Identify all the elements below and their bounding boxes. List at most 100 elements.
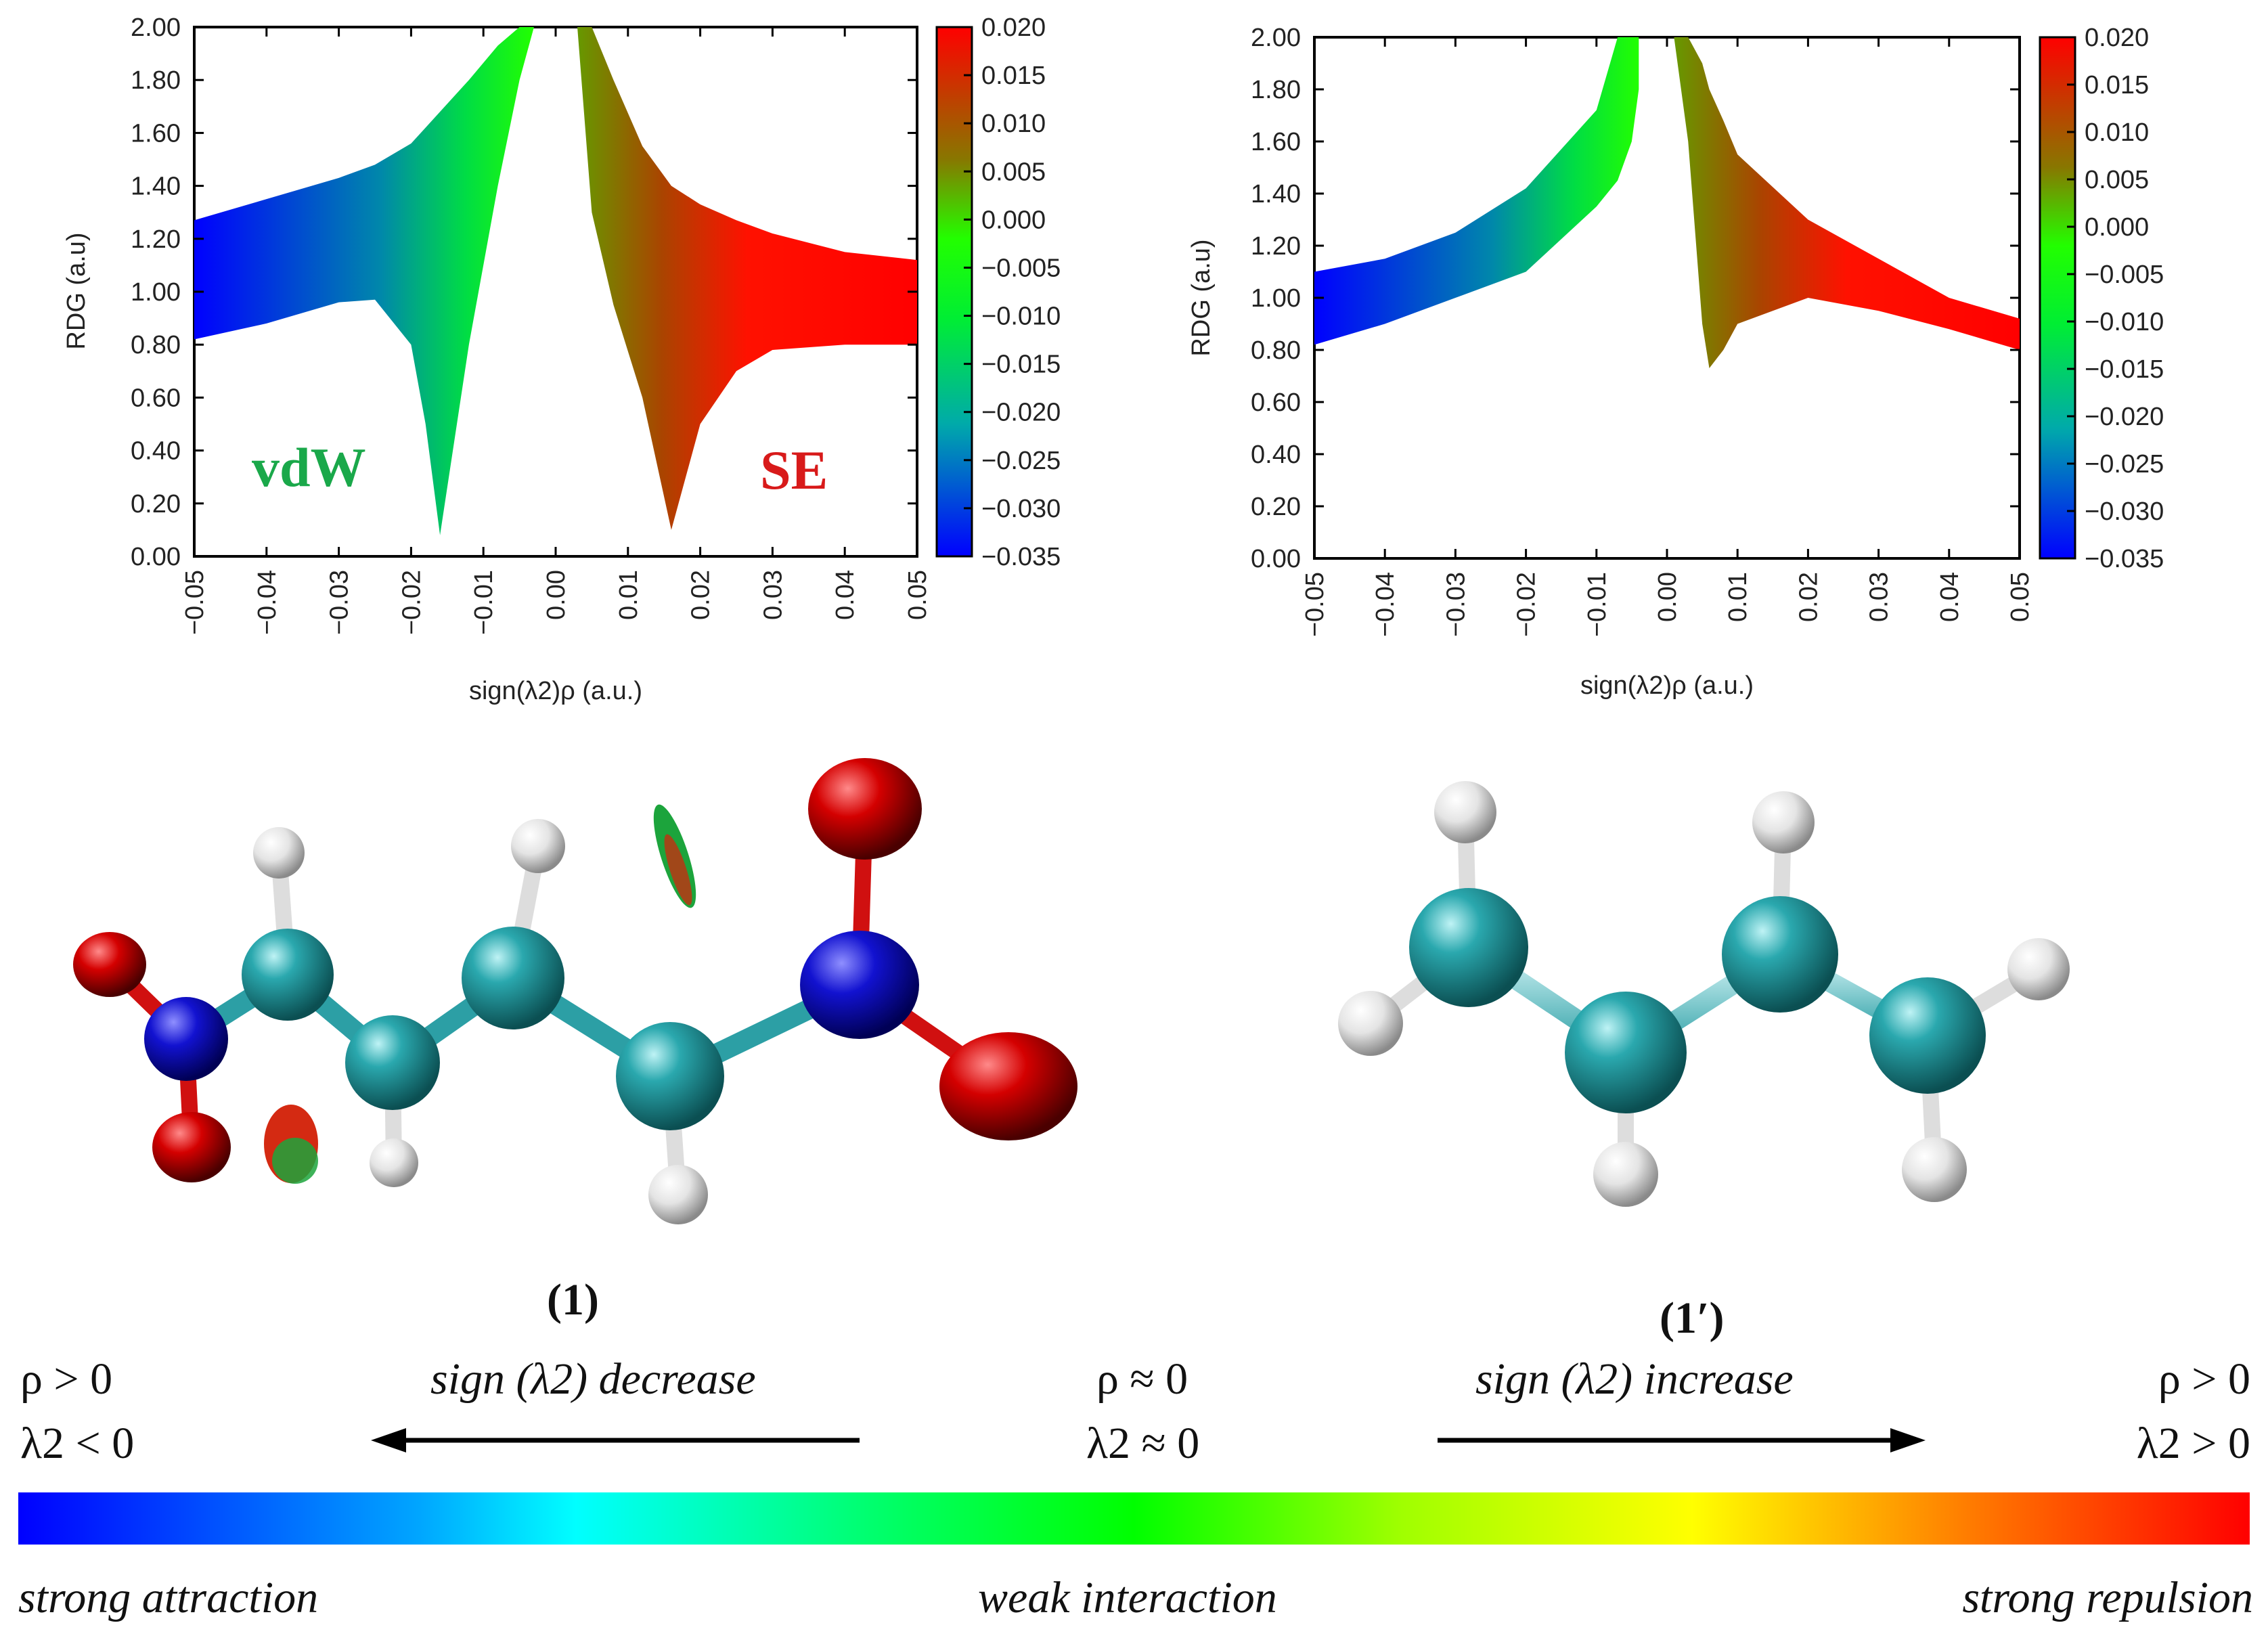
x-ticks: −0.05 −0.04 −0.03 −0.02 −0.01 0.00 0.01 0.02 0.0… bbox=[1301, 37, 2034, 637]
colorbar-tick-label: 0.010 bbox=[2085, 118, 2149, 147]
scatter-points bbox=[194, 27, 917, 535]
x-ticks: −0.05 −0.04 −0.03 −0.02 −0.01 0.00 0.01 0.02 0.0… bbox=[181, 27, 932, 635]
colorbar-tick-label: −0.010 bbox=[2085, 308, 2164, 336]
nitrogen-atom bbox=[144, 997, 228, 1081]
hydrogen-atom bbox=[1902, 1137, 1967, 1202]
colorbar-tick-label: −0.030 bbox=[2085, 497, 2164, 526]
y-tick-label: 0.80 bbox=[1251, 336, 1301, 365]
nitrogen-atom bbox=[800, 931, 919, 1039]
scatter-band-positive bbox=[1674, 37, 2020, 368]
right-condition-rho: ρ > 0 bbox=[2158, 1354, 2250, 1404]
x-tick-label: 0.04 bbox=[831, 570, 860, 620]
y-axis-label: RDG (a.u) bbox=[62, 232, 91, 349]
scatter-band-negative bbox=[1314, 37, 1639, 345]
y-tick-label: 1.40 bbox=[1251, 180, 1301, 208]
x-tick-label: 0.02 bbox=[1794, 572, 1823, 622]
colorbar bbox=[2039, 36, 2076, 560]
hydrogen-atom bbox=[511, 819, 565, 873]
hydrogen-atom bbox=[1434, 781, 1496, 843]
colorbar-tick-label: 0.000 bbox=[981, 206, 1046, 234]
x-tick-label: 0.04 bbox=[1936, 572, 1964, 622]
x-tick-label: 0.00 bbox=[542, 570, 571, 620]
colorbar-tick-label: −0.025 bbox=[981, 447, 1061, 475]
y-axis-label: RDG (a.u) bbox=[1187, 239, 1216, 356]
molecule-label-1-prime: (1′) bbox=[1660, 1293, 1725, 1343]
x-tick-label: 0.05 bbox=[904, 570, 932, 620]
se-annotation: SE bbox=[760, 439, 828, 501]
scatter-points bbox=[1314, 37, 2020, 368]
hydrogen-atom bbox=[1338, 991, 1403, 1056]
y-tick-label: 2.00 bbox=[131, 14, 181, 42]
mid-condition-lambda: λ2 ≈ 0 bbox=[1086, 1419, 1200, 1468]
increase-label: sign (λ2) increase bbox=[1475, 1354, 1794, 1404]
colorbar-tick-label: −0.020 bbox=[981, 399, 1061, 427]
colorbar-tick-label: −0.010 bbox=[981, 303, 1061, 331]
hydrogen-atom bbox=[253, 827, 305, 879]
molecule-label-1: (1) bbox=[547, 1275, 599, 1325]
scatter-band-positive bbox=[577, 27, 917, 530]
nci-isosurface bbox=[664, 834, 692, 906]
carbon-atom bbox=[616, 1022, 724, 1130]
decrease-arrow bbox=[371, 1428, 860, 1452]
colorbar-tick-label: −0.015 bbox=[981, 351, 1061, 379]
oxygen-atom bbox=[152, 1112, 231, 1182]
hydrogen-atom bbox=[1593, 1142, 1658, 1207]
rdg-plot-left: 0.00 0.20 0.40 0.60 0.80 1.00 1.20 1.40 1.60 1.80… bbox=[62, 14, 1061, 705]
colorbar-tick-label: −0.030 bbox=[981, 495, 1061, 523]
x-tick-label: −0.02 bbox=[1513, 572, 1541, 637]
x-tick-label: −0.03 bbox=[326, 570, 354, 635]
left-condition-lambda: λ2 < 0 bbox=[20, 1419, 135, 1468]
colorbar-ticks: 0.020 0.015 0.010 0.005 0.000 −0.005 −0.010 −0.… bbox=[964, 14, 1061, 571]
y-tick-label: 0.40 bbox=[1251, 441, 1301, 469]
y-ticks: 0.00 0.20 0.40 0.60 0.80 1.00 1.20 1.40 1.60 1.80… bbox=[131, 14, 917, 571]
colorbar-tick-label: 0.005 bbox=[2085, 166, 2149, 194]
y-tick-label: 2.00 bbox=[1251, 24, 1301, 52]
y-tick-label: 0.80 bbox=[131, 331, 181, 359]
y-tick-label: 1.60 bbox=[131, 119, 181, 148]
carbon-atom bbox=[1409, 888, 1528, 1007]
scatter-band-negative bbox=[194, 27, 534, 535]
colorbar-ticks: 0.020 0.015 0.010 0.005 0.000 −0.005 −0.010 −0.… bbox=[2067, 24, 2164, 573]
strong-attraction-label: strong attraction bbox=[18, 1573, 319, 1622]
colorbar-tick-label: 0.020 bbox=[2085, 24, 2149, 52]
oxygen-atom bbox=[73, 932, 146, 997]
increase-arrow bbox=[1438, 1428, 1926, 1452]
y-tick-label: 1.80 bbox=[1251, 76, 1301, 104]
nci-isosurface bbox=[272, 1138, 318, 1184]
x-tick-label: 0.05 bbox=[2006, 572, 2034, 622]
colorbar-tick-label: 0.000 bbox=[2085, 213, 2149, 242]
x-tick-label: −0.04 bbox=[1371, 572, 1400, 637]
colorbar-tick-label: −0.005 bbox=[981, 254, 1061, 282]
molecule-1-prime bbox=[1338, 781, 2070, 1207]
colorbar-tick-label: −0.020 bbox=[2085, 403, 2164, 431]
carbon-atom bbox=[462, 927, 564, 1029]
x-axis-label: sign(λ2)ρ (a.u.) bbox=[1580, 671, 1754, 700]
x-tick-label: 0.02 bbox=[687, 570, 715, 620]
colorbar-tick-label: 0.005 bbox=[981, 158, 1046, 186]
x-tick-label: 0.00 bbox=[1653, 572, 1682, 622]
interaction-color-scale bbox=[18, 1492, 2250, 1545]
y-tick-label: 1.20 bbox=[1251, 232, 1301, 261]
y-tick-label: 0.60 bbox=[131, 384, 181, 412]
colorbar bbox=[935, 26, 973, 558]
hydrogen-atom bbox=[370, 1138, 418, 1187]
colorbar-tick-label: −0.005 bbox=[2085, 261, 2164, 289]
colorbar-tick-label: 0.015 bbox=[2085, 71, 2149, 99]
strong-repulsion-label: strong repulsion bbox=[1962, 1573, 2253, 1622]
weak-interaction-label: weak interaction bbox=[978, 1573, 1277, 1622]
y-tick-label: 0.40 bbox=[131, 437, 181, 466]
x-tick-label: −0.01 bbox=[470, 570, 498, 635]
x-tick-label: 0.03 bbox=[759, 570, 787, 620]
y-tick-label: 1.20 bbox=[131, 225, 181, 254]
y-tick-label: 1.00 bbox=[1251, 284, 1301, 313]
y-tick-label: 1.00 bbox=[131, 278, 181, 307]
right-condition-lambda: λ2 > 0 bbox=[2136, 1419, 2250, 1468]
carbon-atom bbox=[1869, 977, 1986, 1094]
y-tick-label: 1.80 bbox=[131, 66, 181, 95]
hydrogen-atom bbox=[648, 1165, 708, 1224]
carbon-atom bbox=[345, 1015, 440, 1110]
carbon-atom bbox=[1565, 992, 1687, 1113]
mid-condition-rho: ρ ≈ 0 bbox=[1096, 1354, 1188, 1404]
hydrogen-atom bbox=[1752, 791, 1815, 853]
